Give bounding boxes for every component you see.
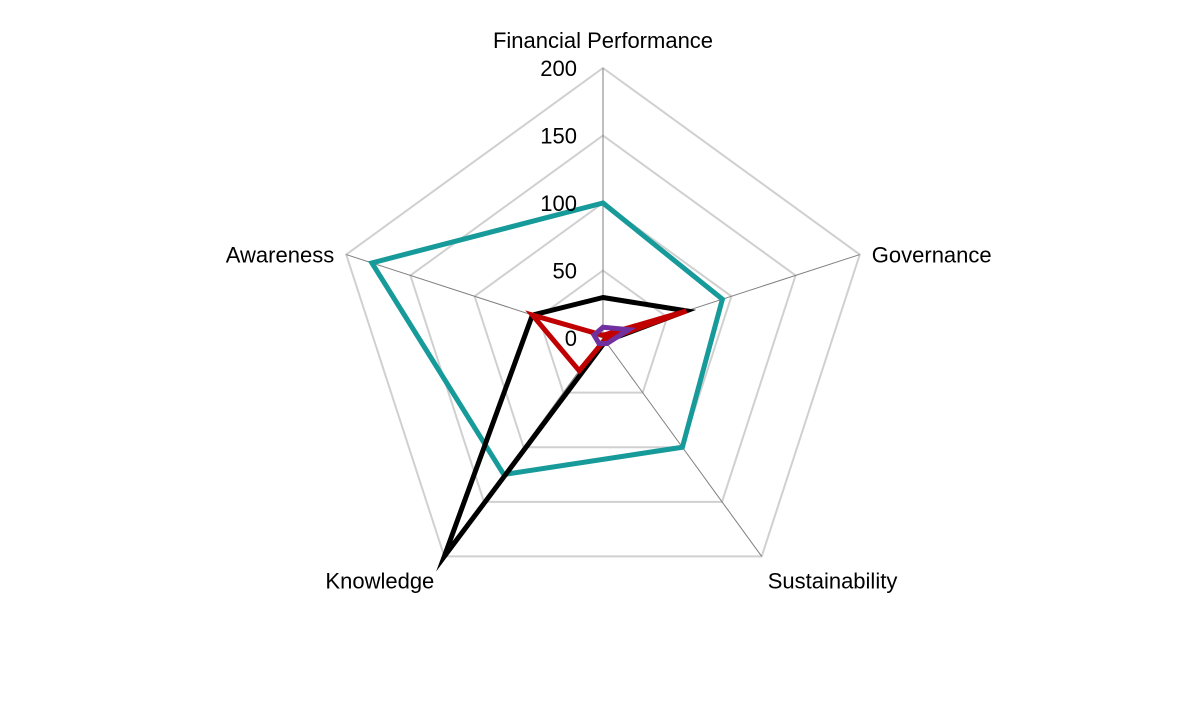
axis-labels: Financial Performance Governance Sustainab… [226, 28, 992, 593]
axis-label-3: Sustainability [768, 568, 898, 593]
radial-tick-labels: 0 50 100 150 200 [540, 56, 577, 351]
series-line-1 [367, 200, 726, 478]
axis-label-2: Governance [872, 243, 992, 268]
axis-label-4: Knowledge [325, 568, 434, 593]
tick-label-150: 150 [540, 124, 577, 149]
grid-ring-200 [345, 66, 861, 558]
series-line-4 [590, 324, 637, 346]
tick-label-200: 200 [540, 56, 577, 81]
tick-label-0: 0 [565, 326, 577, 351]
radar-series [367, 200, 726, 572]
series-line-3 [525, 308, 688, 375]
grid-ring-100 [473, 201, 733, 449]
grid-ring-150 [409, 134, 797, 503]
series-line-2 [436, 294, 697, 572]
axis-label-5: Awareness [226, 243, 334, 268]
tick-label-50: 50 [553, 259, 577, 284]
axis-label-1: Financial Performance [493, 28, 713, 53]
tick-label-100: 100 [540, 191, 577, 216]
radar-grid [345, 66, 861, 558]
